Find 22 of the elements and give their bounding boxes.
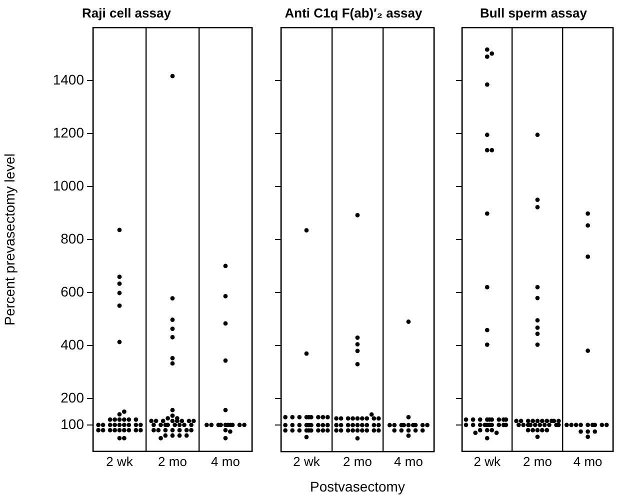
y-tick-label: 1200 [52,124,84,140]
chart-title: Raji cell assay [82,5,172,20]
chart-title: Anti C1q F(ab)′₂ assay [284,5,424,20]
y-tick-label: 200 [60,389,84,406]
y-tick-label: 1400 [52,71,84,88]
x-tick-label: 2 mo [158,454,187,469]
chart-title: Bull sperm assay [480,5,588,20]
x-tick-label: 2 mo [523,454,552,469]
x-tick-label: 4 mo [573,454,602,469]
y-tick-label: 800 [60,230,84,246]
x-tick-label: 2 wk [293,454,320,469]
y-tick-label: 100 [60,416,84,432]
x-axis-title: Postvasectomy [310,478,405,494]
y-axis-title: Percent prevasectomy level [1,154,18,326]
y-tick-label: 400 [60,336,84,352]
x-tick-label: 4 mo [211,454,240,469]
x-tick-label: 2 wk [474,454,502,469]
x-tick-label: 4 mo [394,454,423,469]
y-tick-label: 1000 [52,177,84,194]
x-tick-label: 2 wk [106,454,134,469]
y-tick-label: 600 [60,283,84,300]
x-tick-label: 2 mo [343,454,372,469]
